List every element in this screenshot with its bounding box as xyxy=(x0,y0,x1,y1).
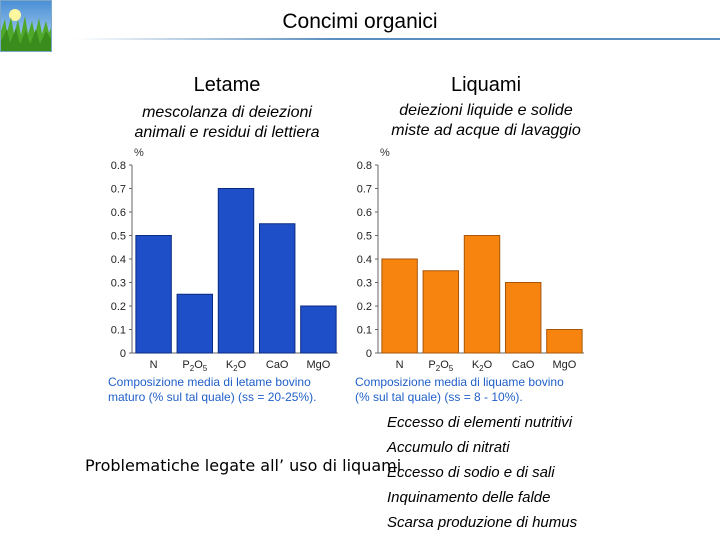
x-tick-label: MgO xyxy=(306,359,330,371)
bar-p2o5 xyxy=(422,270,460,354)
issue-item: Eccesso di sodio e di sali xyxy=(387,464,555,481)
liquami-bar-chart: % 0 0.1 0.2 0.3 0.4 0.5 0.6 0.7 0.8 N P2O5 K2O CaO MgO xyxy=(357,147,584,373)
x-tick-label: N xyxy=(150,359,158,371)
y-tick-label: 0.6 xyxy=(111,207,126,219)
issue-item: Eccesso di elementi nutritivi xyxy=(387,414,573,431)
y-unit-label: % xyxy=(380,147,390,159)
bar-cao xyxy=(258,223,296,354)
bar-p2o5 xyxy=(176,293,214,354)
bar-n xyxy=(381,258,418,354)
issue-item: Inquinamento delle falde xyxy=(387,489,551,506)
y-tick-label: 0.8 xyxy=(111,160,126,172)
bar-mgo xyxy=(546,329,583,354)
y-tick-label: 0.4 xyxy=(111,254,126,266)
issue-item: Scarsa produzione di humus xyxy=(387,514,578,531)
bar-k2o xyxy=(217,188,255,354)
x-tick-label: K2O xyxy=(472,359,493,373)
liquami-caption-line: Composizione media di liquame bovino xyxy=(355,375,564,389)
y-tick-label: 0.5 xyxy=(111,231,126,243)
logo-image xyxy=(0,0,52,52)
y-tick-label: 0.2 xyxy=(357,301,372,313)
y-tick-label: 0.7 xyxy=(357,184,372,196)
liquami-description-line: deiezioni liquide e solide xyxy=(399,102,573,119)
letame-caption-line: Composizione media di letame bovino xyxy=(108,375,311,389)
bar-cao xyxy=(504,282,542,354)
liquami-description: deiezioni liquide e solide miste ad acqu… xyxy=(361,101,611,141)
title-divider xyxy=(74,38,720,40)
liquami-caption-line: (% sul tal quale) (ss = 8 - 10%). xyxy=(355,390,523,404)
bar-k2o xyxy=(463,235,501,354)
y-tick-label: 0.4 xyxy=(357,254,372,266)
liquami-description-line: miste ad acque di lavaggio xyxy=(391,122,581,139)
problems-label: Problematiche legate all’ uso di liquami xyxy=(85,456,402,475)
page-title: Concimi organici xyxy=(282,10,438,33)
column-heading-letame: Letame xyxy=(193,74,261,96)
x-tick-label: CaO xyxy=(266,359,289,371)
y-tick-label: 0.1 xyxy=(111,325,126,337)
x-tick-label: N xyxy=(396,359,404,371)
x-tick-label: P2O5 xyxy=(428,359,453,373)
letame-description-line: animali e residui di lettiera xyxy=(134,124,320,141)
y-tick-label: 0.6 xyxy=(357,207,372,219)
y-tick-label: 0.3 xyxy=(111,278,126,290)
letame-description: mescolanza di deiezioni animali e residu… xyxy=(102,103,352,143)
x-tick-label: K2O xyxy=(226,359,247,373)
letame-bar-chart: % 0 0.1 0.2 0.3 0.4 0.5 0.6 0.7 0.8 N P2O5 K2O CaO MgO xyxy=(111,147,338,373)
column-heading-liquami: Liquami xyxy=(450,74,522,96)
bar-mgo xyxy=(300,305,337,354)
x-tick-label: MgO xyxy=(552,359,576,371)
y-tick-label: 0 xyxy=(366,348,372,360)
issues-list: Eccesso di elementi nutritivi Accumulo d… xyxy=(387,410,577,535)
y-tick-label: 0.5 xyxy=(357,231,372,243)
y-tick-label: 0.2 xyxy=(111,301,126,313)
y-tick-label: 0.7 xyxy=(111,184,126,196)
y-tick-label: 0.1 xyxy=(357,325,372,337)
letame-description-line: mescolanza di deiezioni xyxy=(142,104,312,121)
y-unit-label: % xyxy=(134,147,144,159)
y-tick-label: 0 xyxy=(120,348,126,360)
issue-item: Accumulo di nitrati xyxy=(387,439,510,456)
y-tick-label: 0.3 xyxy=(357,278,372,290)
letame-caption-line: maturo (% sul tal quale) (ss = 20-25%). xyxy=(108,390,317,404)
bar-n xyxy=(135,235,172,354)
letame-chart-caption: Composizione media di letame bovino matu… xyxy=(108,375,316,405)
x-tick-label: P2O5 xyxy=(182,359,207,373)
x-tick-label: CaO xyxy=(512,359,535,371)
liquami-chart-caption: Composizione media di liquame bovino (% … xyxy=(355,375,564,405)
y-tick-label: 0.8 xyxy=(357,160,372,172)
